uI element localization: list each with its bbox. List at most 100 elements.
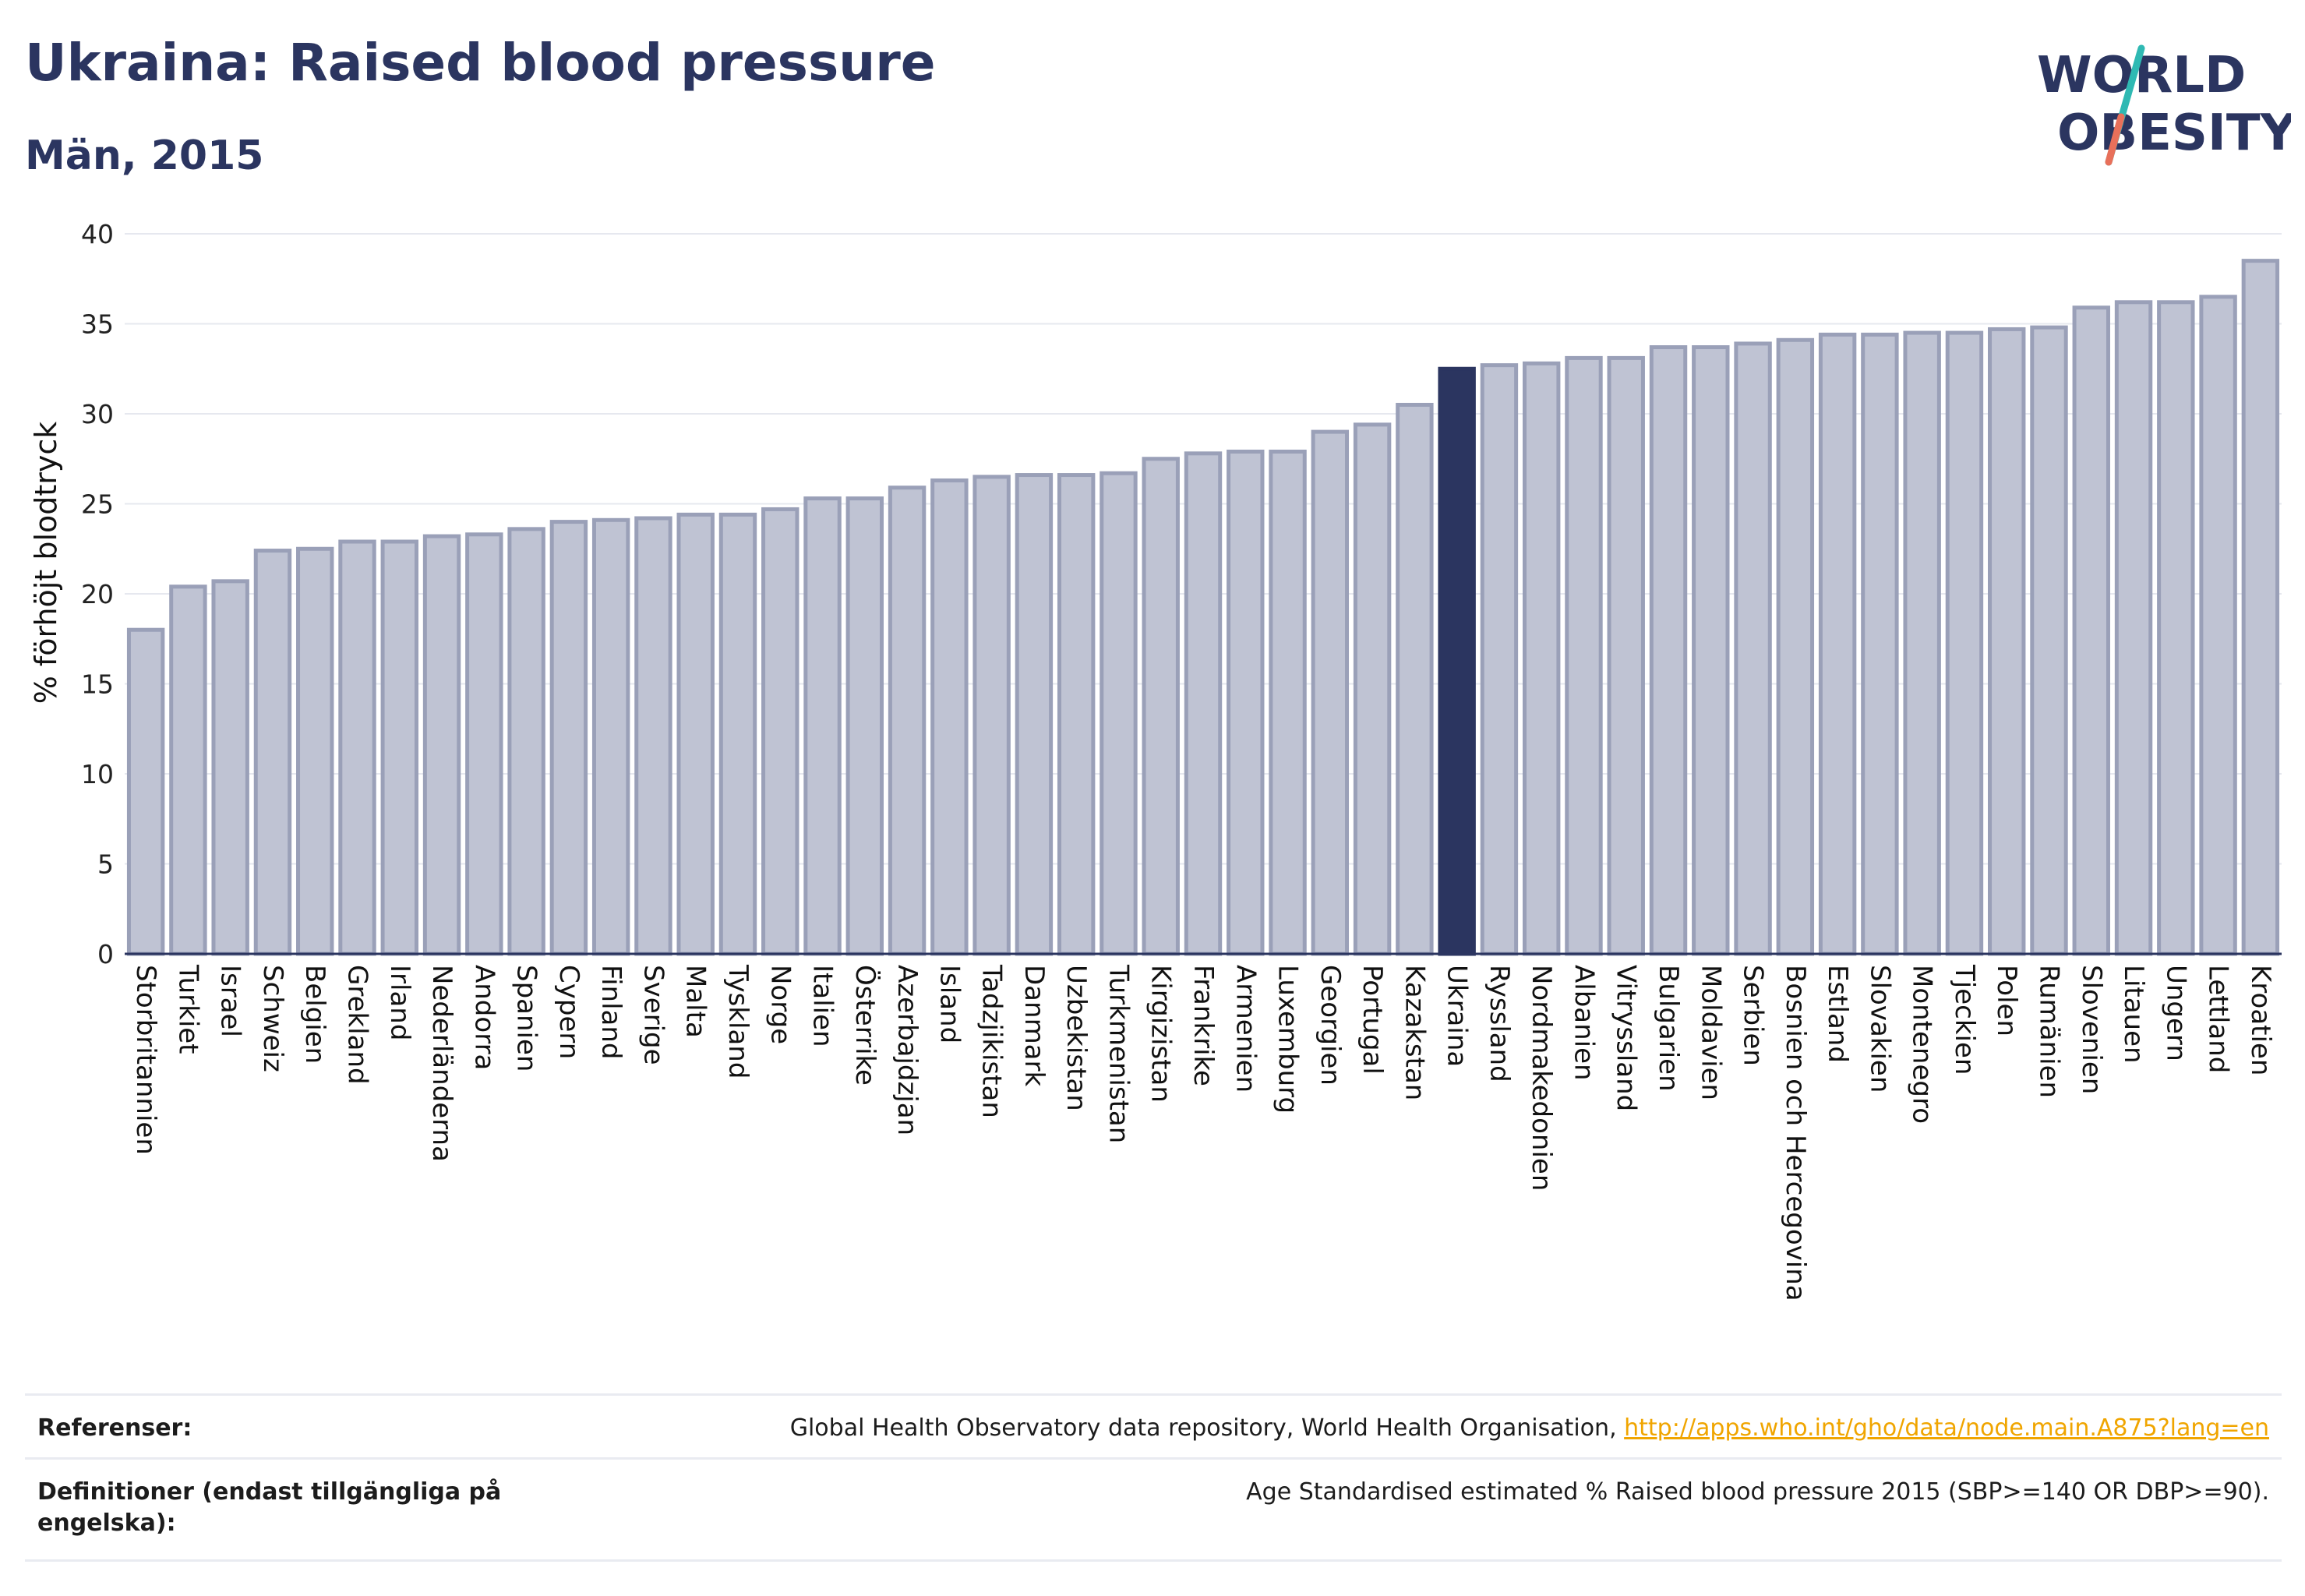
x-tick-label: Turkmenistan: [1103, 964, 1134, 1143]
bar-andorra: [465, 532, 503, 956]
x-tick-label: Israel: [215, 965, 246, 1037]
x-tick-label: Norge: [764, 965, 796, 1044]
x-tick-label: Lettland: [2203, 965, 2234, 1073]
y-tick-label: 35: [81, 309, 114, 340]
bar-grekland: [338, 539, 376, 956]
x-tick-label: Bosnien och Hercegovina: [1780, 965, 1811, 1301]
bar-irland: [380, 539, 418, 956]
y-tick-label: 0: [97, 939, 114, 969]
bar-island: [930, 478, 969, 956]
references-link[interactable]: http://apps.who.int/gho/data/node.main.A…: [1624, 1414, 2269, 1442]
bar-storbritannien: [126, 627, 165, 956]
x-tick-label: Slovenien: [2076, 965, 2107, 1094]
x-tick-label: Montenegro: [1907, 965, 1938, 1124]
bar-turkiet: [169, 584, 207, 956]
bar-uzbekistan: [1057, 473, 1096, 956]
definitions-text: Age Standardised estimated % Raised bloo…: [1246, 1478, 2269, 1506]
bar-nederländerna: [422, 534, 461, 956]
references-label: Referenser:: [37, 1414, 192, 1442]
bar-belgien: [296, 546, 334, 956]
x-tick-label: Malta: [680, 965, 711, 1038]
bar-vitryssland: [1607, 355, 1645, 956]
bar-azerbajdzjan: [888, 486, 927, 956]
bar-montenegro: [1903, 330, 1941, 956]
x-tick-label: Andorra: [468, 965, 499, 1070]
bar-moldavien: [1692, 345, 1730, 956]
x-tick-label: Frankrike: [1188, 965, 1219, 1086]
bar-estland: [1818, 332, 1857, 956]
references-row: Referenser: Global Health Observatory da…: [25, 1393, 2282, 1460]
x-tick-label: Island: [934, 965, 965, 1043]
x-tick-label: Storbritannien: [130, 965, 161, 1155]
x-tick-label: Bulgarien: [1653, 965, 1684, 1092]
x-axis-labels: Storbritannien Turkiet Israel Schweiz Belgie…: [130, 964, 2276, 1301]
x-tick-label: Kazakstan: [1399, 965, 1430, 1100]
bar-spanien: [507, 527, 545, 956]
bar-ukraina: [1438, 366, 1476, 956]
bar-polen: [1988, 327, 2026, 956]
bar-tjeckien: [1945, 330, 1984, 956]
x-tick-label: Kirgizistan: [1145, 965, 1177, 1103]
bar-kazakstan: [1396, 402, 1434, 956]
bar-cypern: [549, 520, 588, 956]
x-tick-label: Albanien: [1568, 965, 1599, 1081]
x-tick-label: Grekland: [342, 965, 373, 1085]
bar-turkmenistan: [1100, 471, 1138, 956]
x-tick-label: Kroatien: [2245, 965, 2276, 1075]
chart-title: Ukraina: Raised blood pressure: [25, 33, 936, 93]
x-tick-label: Nederländerna: [426, 965, 457, 1162]
bar-nordmakedonien: [1522, 361, 1561, 956]
x-tick-label: Litauen: [2118, 965, 2149, 1064]
x-tick-label: Uzbekistan: [1061, 965, 1092, 1111]
bar-bosnien-och-hercegovina: [1776, 337, 1815, 956]
y-tick-label: 30: [81, 399, 114, 429]
x-tick-label: Slovakien: [1864, 965, 1895, 1093]
x-tick-label: Tjeckien: [1949, 964, 1980, 1075]
x-tick-label: Ryssland: [1484, 965, 1515, 1082]
bar-litauen: [2114, 300, 2153, 956]
bar-bulgarien: [1649, 345, 1688, 956]
x-tick-label: Luxemburg: [1273, 965, 1304, 1114]
logo-slash-coral: [2105, 113, 2125, 166]
x-tick-label: Tadzjikistan: [976, 964, 1008, 1118]
bar-sverige: [634, 516, 672, 956]
y-tick-label: 5: [97, 849, 114, 880]
bar-armenien: [1227, 450, 1265, 956]
bar-kroatien: [2241, 259, 2280, 956]
bar-lettland: [2199, 295, 2237, 956]
bar-ryssland: [1480, 363, 1519, 956]
bar-schweiz: [253, 549, 292, 956]
y-tick-label: 15: [81, 669, 114, 700]
bar-portugal: [1353, 422, 1392, 956]
x-tick-label: Vitryssland: [1611, 965, 1642, 1111]
logo-line2: OBESITY: [2057, 104, 2291, 162]
bar-serbien: [1734, 341, 1772, 956]
x-tick-label: Rumänien: [2033, 965, 2064, 1098]
bar-kirgizistan: [1142, 457, 1180, 956]
x-tick-label: Danmark: [1018, 965, 1050, 1086]
x-tick-label: Portugal: [1357, 965, 1388, 1075]
definitions-row: Definitioner (endast tillgängliga på eng…: [25, 1457, 2282, 1562]
y-tick-label: 25: [81, 489, 114, 520]
x-tick-label: Turkiet: [172, 964, 203, 1054]
bar-frankrike: [1184, 451, 1223, 956]
references-text: Global Health Observatory data repositor…: [789, 1414, 1625, 1442]
y-axis-label: % förhöjt blodtryck: [29, 422, 63, 704]
y-axis-ticks: 0 5 10 15 20 25 30 35 40: [81, 219, 114, 969]
y-tick-label: 40: [81, 219, 114, 249]
bar-tyskland: [718, 512, 757, 956]
x-tick-label: Armenien: [1230, 965, 1261, 1093]
x-tick-label: Irland: [384, 965, 415, 1040]
x-tick-label: Polen: [1991, 965, 2022, 1036]
y-tick-label: 10: [81, 759, 114, 789]
bar-georgien: [1311, 429, 1350, 956]
x-tick-label: Tyskland: [722, 964, 754, 1079]
x-tick-label: Ukraina: [1442, 965, 1473, 1067]
y-tick-label: 20: [81, 579, 114, 609]
x-tick-label: Finland: [595, 965, 627, 1060]
x-tick-label: Cypern: [553, 965, 584, 1059]
x-tick-label: Belgien: [299, 965, 330, 1064]
bar-rumänien: [2030, 325, 2068, 956]
bar-albanien: [1565, 355, 1603, 956]
bar-israel: [211, 579, 249, 956]
